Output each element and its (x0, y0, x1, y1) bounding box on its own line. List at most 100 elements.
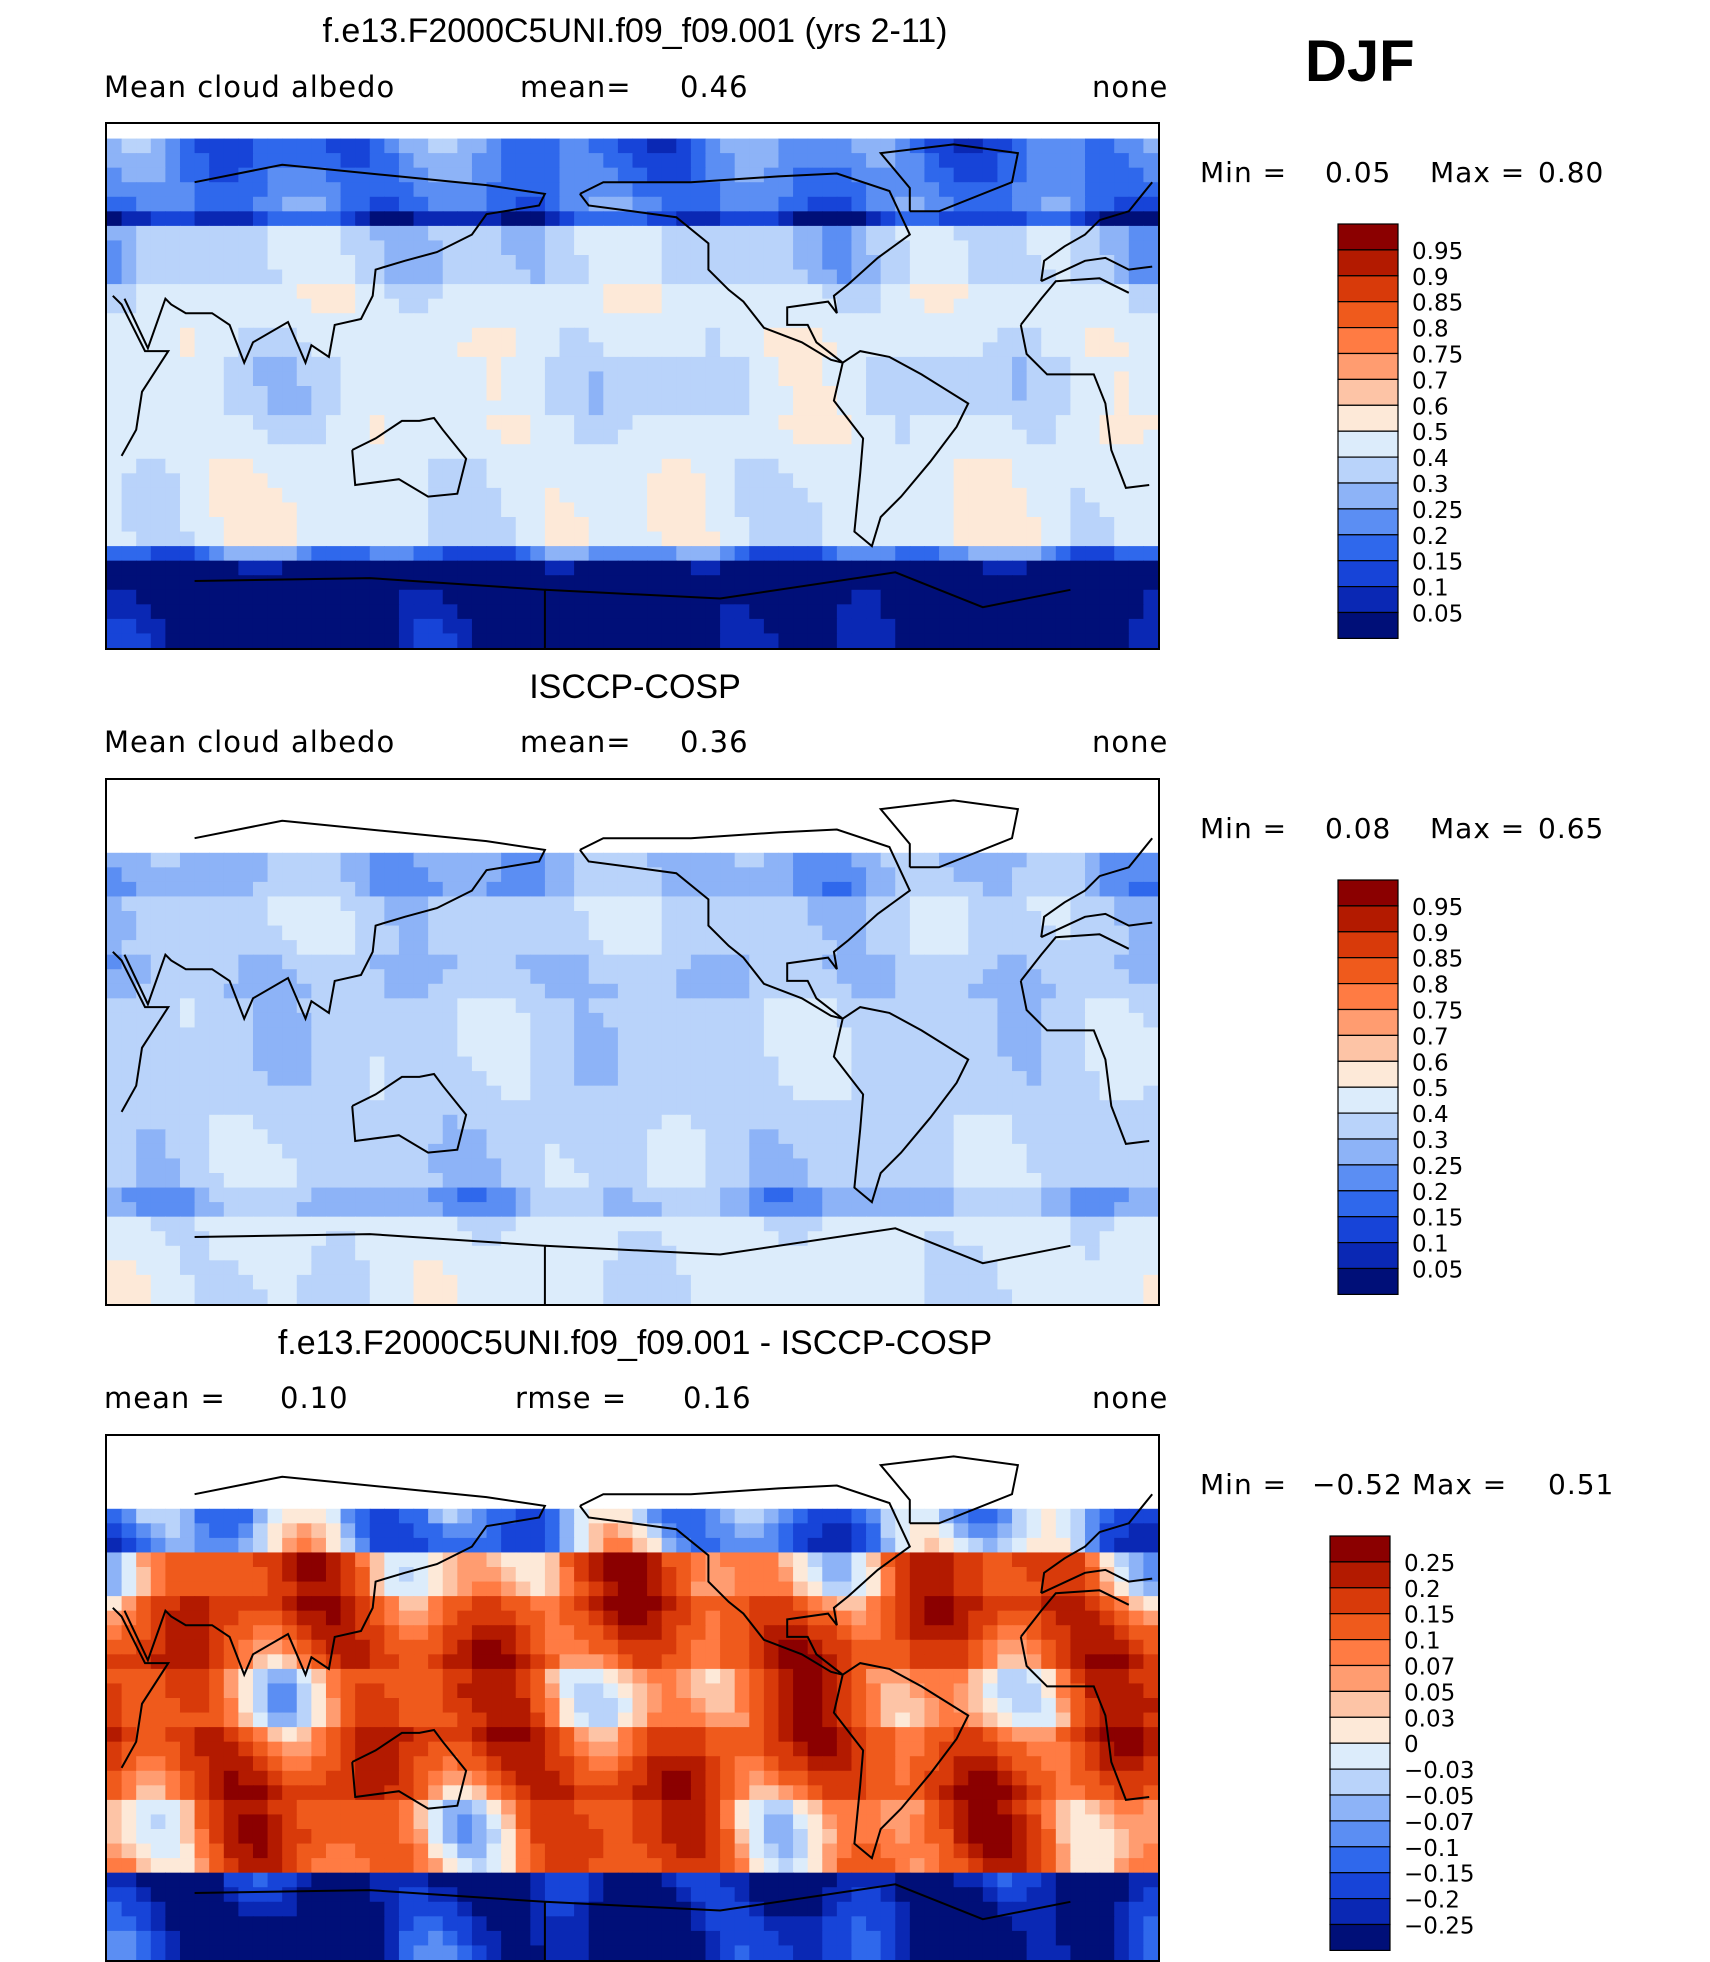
field-cell (559, 225, 575, 242)
field-cell (793, 1158, 809, 1174)
field-cell (486, 911, 502, 927)
field-cell (179, 852, 196, 868)
field-cell (749, 269, 765, 285)
field-cell (982, 780, 999, 796)
field-cell (968, 487, 984, 504)
field-cell (1085, 969, 1101, 985)
field-cell (1099, 633, 1115, 648)
field-cell (1085, 983, 1101, 999)
field-cell (939, 487, 955, 504)
field-cell (398, 284, 415, 300)
field-cell (107, 1143, 123, 1160)
field-cell (515, 502, 531, 518)
field-cell (428, 1216, 444, 1232)
field-cell (1099, 794, 1115, 810)
field-cell (136, 1114, 152, 1130)
field-cell (1070, 167, 1086, 183)
field-cell (734, 560, 750, 576)
field-cell (603, 867, 619, 883)
field-cell (793, 1187, 809, 1203)
field-cell (325, 823, 342, 839)
field-cell (763, 517, 780, 533)
field-cell (1099, 298, 1115, 314)
field-cell (1055, 589, 1072, 605)
field-cell (471, 371, 488, 387)
field-cell (1041, 896, 1057, 912)
field-cell (296, 1114, 312, 1130)
field-cell (661, 269, 677, 285)
panel-1-units: none (1092, 70, 1169, 104)
field-cell (267, 925, 283, 941)
field-cell (647, 124, 663, 140)
field-cell (194, 983, 210, 999)
field-cell (851, 255, 867, 271)
field-cell (282, 969, 298, 985)
field-cell (398, 954, 415, 970)
field-cell (822, 458, 838, 474)
field-cell (238, 780, 254, 796)
field-cell (939, 255, 955, 271)
field-cell (355, 794, 371, 810)
field-cell (209, 1042, 225, 1058)
field-cell (880, 269, 896, 285)
field-cell (501, 371, 517, 387)
field-cell (734, 823, 750, 839)
field-cell (530, 809, 546, 825)
field-cell (778, 1100, 794, 1116)
field-cell (471, 1143, 488, 1160)
panel-1-left-label: Mean cloud albedo (104, 70, 396, 104)
field-cell (661, 473, 677, 489)
field-cell (895, 780, 911, 796)
field-cell (179, 823, 196, 839)
field-cell (617, 954, 634, 970)
field-cell (311, 575, 327, 591)
field-cell (282, 1158, 298, 1174)
field-cell (997, 473, 1013, 489)
field-cell (398, 269, 415, 285)
field-cell (617, 415, 634, 431)
field-cell (1099, 1202, 1115, 1218)
field-cell (340, 342, 356, 358)
field-cell (398, 473, 415, 489)
field-cell (1085, 284, 1101, 300)
field-cell (720, 867, 736, 883)
field-cell (690, 896, 707, 912)
field-cell (530, 1187, 546, 1203)
field-cell (165, 1042, 181, 1058)
field-cell (603, 153, 619, 169)
field-cell (150, 153, 166, 169)
field-cell (939, 531, 955, 547)
field-cell (939, 809, 955, 825)
field-cell (121, 356, 137, 373)
field-cell (603, 1158, 619, 1174)
field-cell (895, 911, 911, 927)
field-cell (574, 298, 590, 314)
field-cell (1128, 313, 1145, 329)
field-cell (1085, 356, 1101, 373)
field-cell (720, 809, 736, 825)
field-cell (690, 1216, 707, 1232)
field-cell (617, 124, 634, 140)
field-cell (252, 823, 269, 839)
field-cell (252, 356, 269, 373)
field-cell (194, 969, 210, 985)
field-cell (457, 284, 473, 300)
field-cell (223, 969, 239, 985)
field-cell (851, 400, 867, 416)
field-cell (267, 240, 283, 256)
field-cell (486, 969, 502, 985)
field-cell (676, 925, 692, 941)
field-cell (413, 575, 429, 591)
field-cell (471, 1129, 488, 1145)
field-cell (223, 269, 239, 285)
field-cell (807, 473, 823, 489)
field-cell (296, 1187, 312, 1203)
field-cell (165, 327, 181, 343)
field-cell (559, 998, 575, 1014)
field-cell (325, 1012, 342, 1029)
field-cell (340, 1187, 356, 1203)
field-cell (793, 502, 809, 518)
field-cell (632, 998, 648, 1014)
field-cell (997, 255, 1013, 271)
field-cell (223, 794, 239, 810)
